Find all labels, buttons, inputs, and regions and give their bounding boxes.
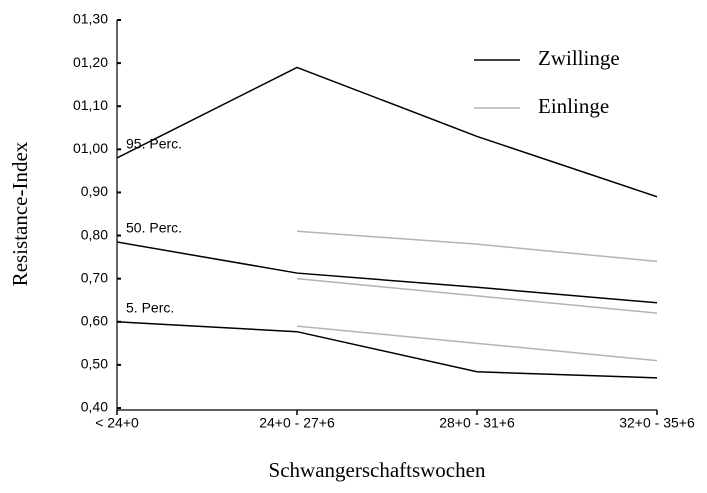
y-axis-label: Resistance-Index xyxy=(8,141,32,286)
percentile-label: 5. Perc. xyxy=(126,299,174,315)
y-tick-label: 0,50 xyxy=(81,356,108,372)
y-tick-label: 0,80 xyxy=(81,226,108,242)
y-tick-label: 0,90 xyxy=(81,183,108,199)
x-tick-label: 28+0 - 31+6 xyxy=(439,415,515,431)
series-line xyxy=(116,321,658,379)
y-tick-label: 0,60 xyxy=(81,312,108,328)
y-tick-label: 01,10 xyxy=(73,97,108,113)
y-tick-label: 01,00 xyxy=(73,140,108,156)
series-line xyxy=(296,230,658,263)
legend-label: Einlinge xyxy=(538,94,609,118)
series-line xyxy=(296,277,658,314)
series-line xyxy=(116,66,658,198)
x-tick-label: 24+0 - 27+6 xyxy=(259,415,335,431)
x-tick-label: < 24+0 xyxy=(95,415,139,431)
series-line xyxy=(116,241,658,304)
percentile-label: 50. Perc. xyxy=(126,220,182,236)
y-tick-label: 01,30 xyxy=(73,11,108,27)
legend-label: Zwillinge xyxy=(538,46,620,70)
percentile-label: 95. Perc. xyxy=(126,136,182,152)
y-tick-label: 0,40 xyxy=(81,399,108,415)
x-tick-label: 32+0 - 35+6 xyxy=(619,415,695,431)
y-tick-label: 0,70 xyxy=(81,269,108,285)
y-tick-label: 01,20 xyxy=(73,54,108,70)
x-axis-label: Schwangerschaftswochen xyxy=(269,458,486,482)
series-line xyxy=(296,325,658,362)
